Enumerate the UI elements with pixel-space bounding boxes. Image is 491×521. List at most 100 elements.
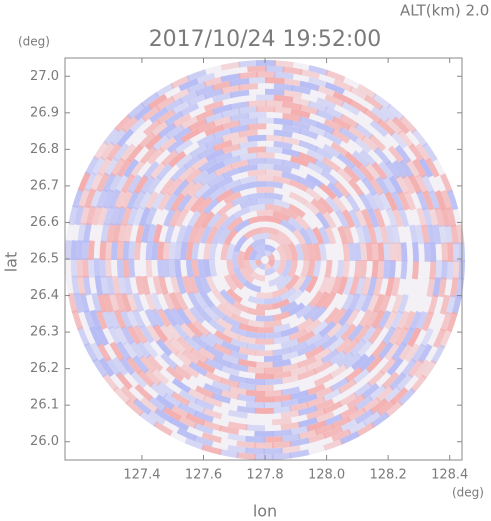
echo-cell [300, 243, 310, 261]
echo-cell [112, 223, 122, 243]
echo-cell [176, 275, 187, 295]
echo-cell [220, 377, 240, 389]
echo-cell [326, 321, 344, 339]
echo-cell [103, 205, 115, 226]
echo-cell [272, 394, 292, 403]
echo-cell [446, 242, 454, 262]
echo-cell [280, 386, 301, 396]
echo-cell [361, 208, 374, 228]
echo-cell [180, 180, 197, 198]
echo-cell [292, 274, 306, 292]
echo-cell [282, 113, 302, 123]
echo-cell [174, 291, 189, 311]
echo-cell [352, 150, 370, 168]
echo-cell [126, 102, 146, 120]
echo-cell [298, 128, 319, 140]
echo-cell [211, 380, 232, 392]
echo-cell [290, 85, 312, 95]
x-tick-label: 127.4 [123, 468, 160, 483]
echo-cell [220, 84, 241, 95]
echo-cell [114, 114, 133, 133]
echo-cell [255, 315, 274, 322]
echo-cell [384, 191, 398, 211]
echo-cell [207, 173, 226, 188]
echo-cell [151, 367, 170, 385]
echo-cell [411, 260, 419, 280]
echo-cell [254, 396, 274, 403]
echo-cell [373, 224, 384, 245]
echo-cell [70, 258, 78, 278]
echo-cell [144, 308, 159, 328]
echo-cell [341, 209, 356, 229]
echo-cell [446, 260, 454, 280]
x-axis-label: lon [253, 502, 277, 521]
echo-cell [359, 242, 368, 261]
echo-cell [128, 116, 147, 134]
echo-cell [390, 130, 408, 150]
echo-cell [202, 305, 220, 322]
echo-cell [361, 325, 377, 344]
echo-cell [324, 260, 333, 279]
echo-cell [265, 65, 285, 73]
echo-cell [182, 306, 199, 325]
echo-cell [354, 123, 374, 140]
echo-cell [285, 274, 300, 291]
echo-cell [432, 224, 442, 245]
echo-cell [267, 253, 275, 261]
echo-cell [324, 81, 345, 95]
echo-cell [313, 373, 334, 387]
echo-cell [157, 241, 165, 260]
echo-cell [334, 180, 351, 199]
echo-cell [306, 161, 325, 176]
echo-cell [411, 128, 428, 148]
echo-cell [239, 267, 255, 284]
echo-cell [224, 228, 238, 246]
echo-cell [265, 250, 272, 258]
echo-cell [194, 72, 216, 85]
echo-cell [282, 78, 303, 87]
echo-cell [330, 141, 350, 157]
echo-cell [341, 292, 355, 312]
echo-cell [116, 158, 133, 178]
echo-cell [375, 385, 395, 403]
echo-cell [217, 201, 235, 217]
echo-cell [297, 343, 316, 357]
echo-cell [324, 226, 337, 245]
echo-cell [384, 400, 404, 418]
echo-cell [90, 172, 104, 193]
echo-cell [205, 148, 225, 162]
echo-cell [196, 133, 217, 147]
echo-cell [298, 152, 318, 165]
echo-cell [361, 276, 372, 296]
echo-cell [342, 260, 350, 279]
y-tick-label: 26.5 [30, 252, 59, 267]
echo-cell [169, 404, 190, 419]
echo-cell [139, 354, 157, 373]
echo-cell [147, 223, 157, 244]
echo-cell [88, 240, 95, 260]
echo-cell [180, 363, 200, 379]
echo-cell [169, 208, 183, 228]
echo-cell [355, 225, 366, 245]
echo-cell [369, 398, 389, 415]
echo-cell [325, 69, 346, 83]
echo-cell [127, 206, 139, 226]
echo-cell [314, 146, 334, 161]
echo-cell [342, 242, 350, 261]
echo-cell [146, 324, 162, 344]
echo-cell [120, 189, 134, 210]
echo-cell [394, 144, 412, 164]
echo-cell [146, 354, 164, 372]
echo-cell [415, 224, 424, 245]
echo-cell [211, 226, 225, 245]
echo-cell [332, 91, 353, 105]
echo-cell [282, 124, 302, 134]
echo-cell [404, 343, 420, 363]
echo-cell [282, 136, 302, 146]
echo-cell [289, 449, 310, 459]
echo-cell [354, 408, 375, 425]
echo-cell [356, 339, 374, 358]
echo-cell [194, 385, 215, 399]
echo-cell [391, 277, 401, 297]
